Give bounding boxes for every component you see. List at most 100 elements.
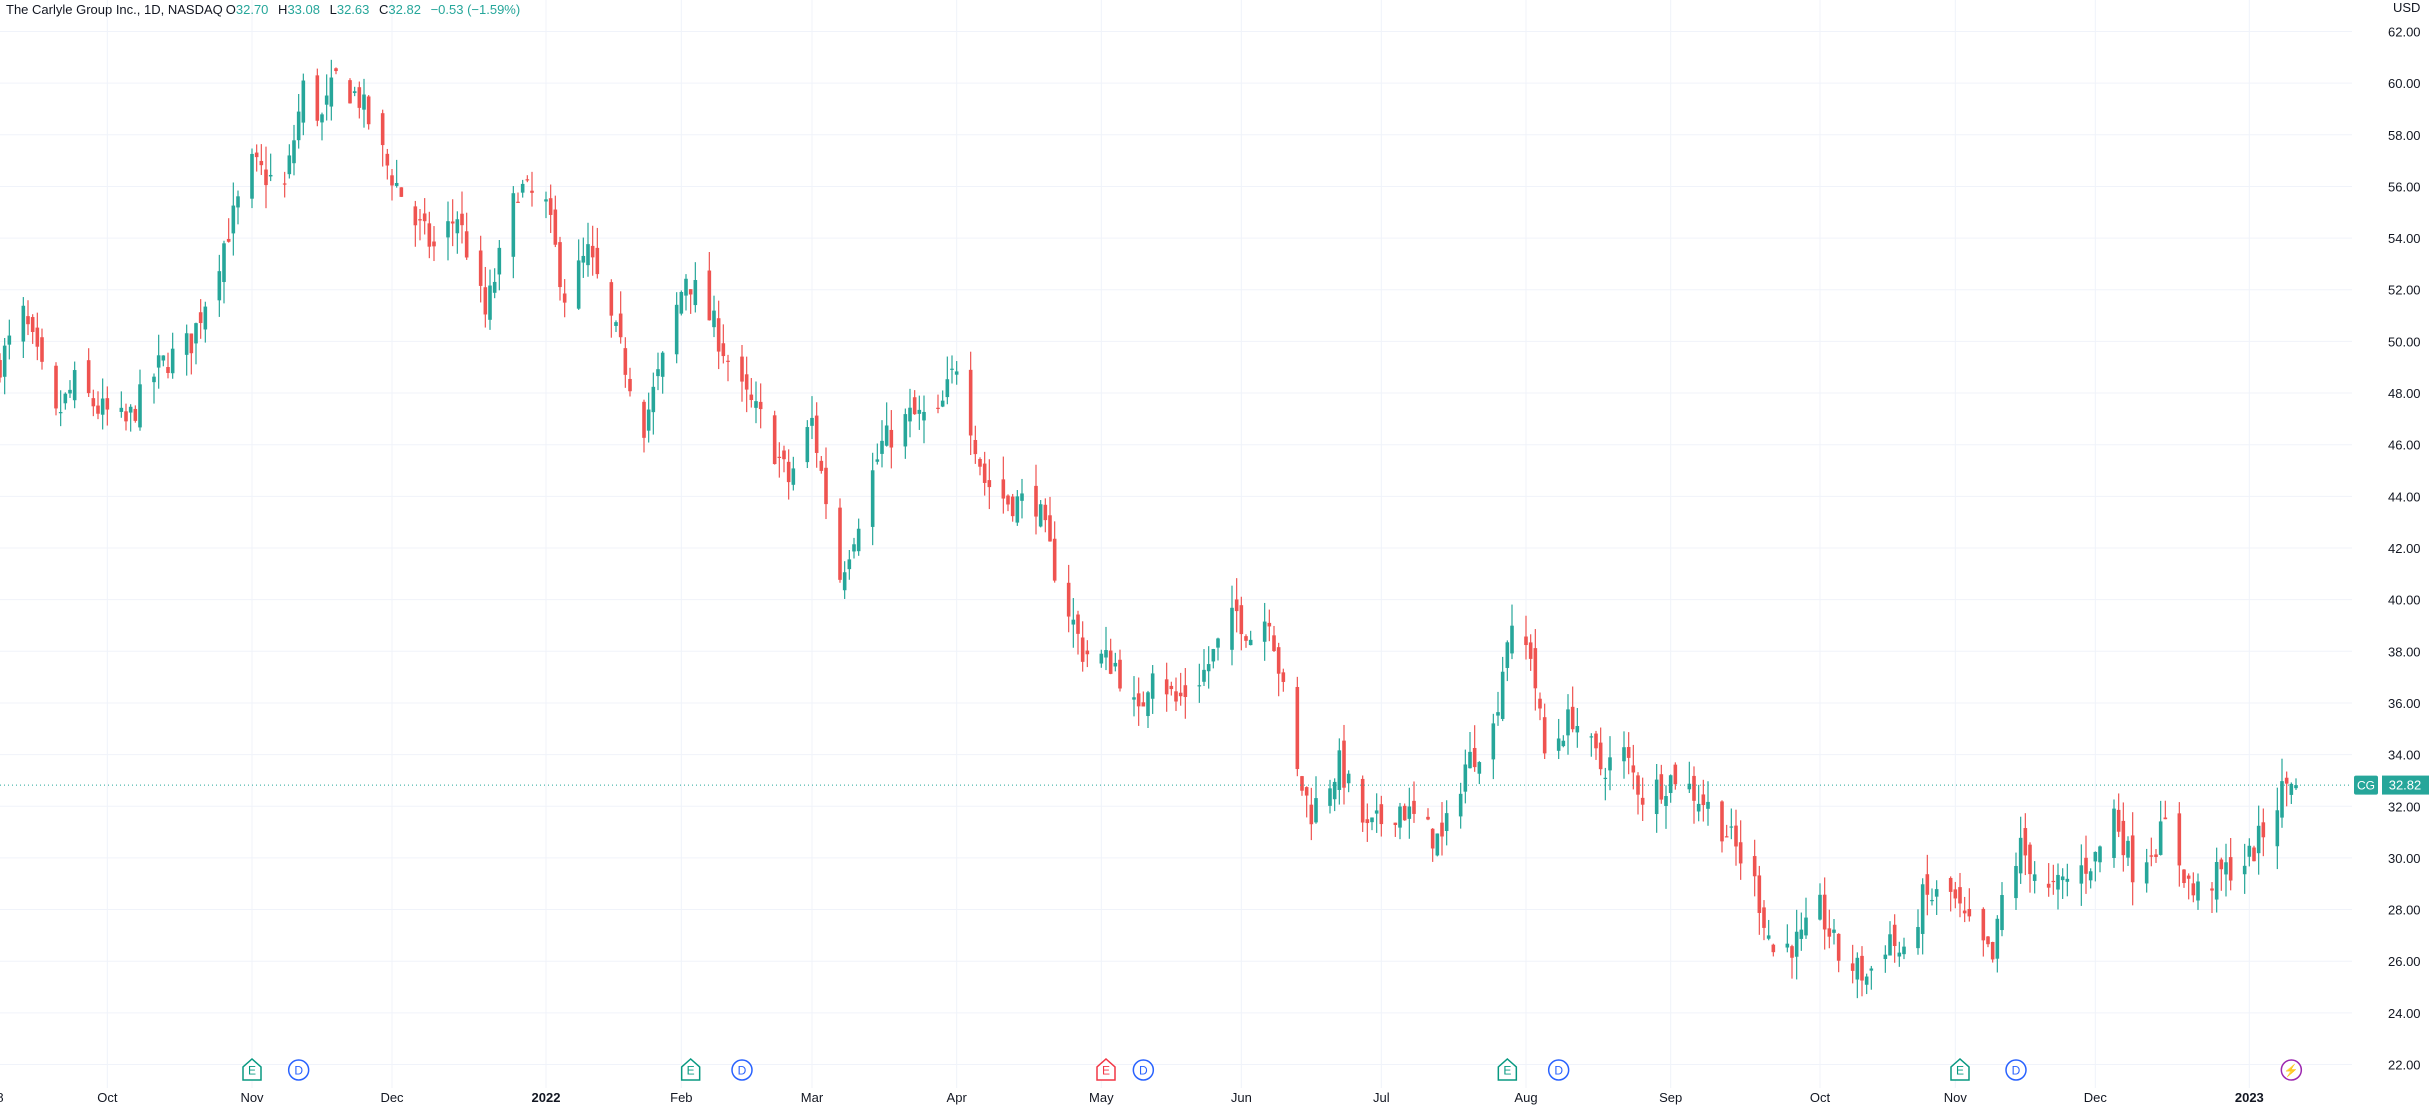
candle-body (1491, 723, 1496, 760)
price-scale[interactable]: USD 62.00 60.00 58.00 56.00 54.00 52.00 50.00 4… (2388, 0, 2421, 1073)
time-tick-label: 8 (0, 1090, 4, 1105)
candle-body (2261, 822, 2266, 838)
candle-body (1267, 622, 1272, 627)
candle-body (1244, 636, 1248, 641)
earnings-marker[interactable]: E (680, 1057, 701, 1081)
candle-body (754, 401, 758, 408)
candle-body (1869, 968, 1874, 971)
candle (1500, 656, 1505, 722)
candle (1444, 800, 1449, 846)
candle (1603, 767, 1608, 801)
candle (2023, 813, 2028, 876)
candle-body (1594, 733, 1598, 749)
dividend-marker[interactable]: D (1132, 1059, 1155, 1081)
candle-body (1272, 635, 1276, 651)
candle-body (903, 414, 908, 447)
candle-body (1524, 636, 1528, 646)
candle-body (922, 411, 926, 421)
candle-body (2088, 871, 2093, 881)
candle (1687, 761, 1692, 794)
candle (2261, 808, 2266, 857)
split-marker[interactable]: ⚡ (2280, 1059, 2303, 1081)
candle-body (1622, 747, 1626, 762)
candle (399, 187, 404, 198)
price-tick-label: 22.00 (2388, 1058, 2421, 1073)
candle-body (385, 153, 390, 166)
candle (968, 351, 973, 456)
earnings-icon (680, 1057, 701, 1081)
candle-body (1043, 504, 1048, 521)
candle (754, 381, 758, 424)
earnings-icon (1950, 1057, 1970, 1081)
candle-body (1085, 650, 1090, 655)
dividend-marker[interactable]: D (731, 1059, 753, 1081)
candle-body (2051, 880, 2056, 883)
candle-body (693, 280, 698, 306)
earnings-marker[interactable]: E (1950, 1057, 1970, 1081)
candle (1216, 637, 1220, 661)
candle (1892, 914, 1897, 963)
legend-open-value: 32.70 (235, 2, 269, 17)
candle-body (917, 409, 922, 414)
candle-body (1276, 647, 1281, 674)
candle (562, 279, 567, 318)
candle (558, 236, 562, 301)
candle-body (1925, 874, 1930, 895)
candle-body (320, 114, 324, 123)
candle-body (455, 219, 460, 234)
candle (1407, 787, 1412, 839)
dividend-marker[interactable]: D (287, 1059, 310, 1081)
candle-body (198, 312, 203, 324)
price-tick-label: 56.00 (2388, 179, 2421, 194)
candle-body (716, 318, 721, 352)
earnings-marker[interactable]: E (242, 1057, 262, 1081)
candle (1566, 694, 1570, 755)
candle (385, 148, 390, 180)
time-tick-label: Nov (240, 1090, 264, 1105)
earnings-marker[interactable]: E (1096, 1057, 1116, 1081)
time-tick-label: Dec (2084, 1090, 2108, 1105)
candle (2084, 835, 2088, 894)
candle (2098, 845, 2102, 873)
candle-body (1995, 918, 2000, 959)
candle (1888, 921, 1892, 956)
candle-body (292, 140, 296, 164)
candle-body (2056, 874, 2060, 890)
candle-body (595, 247, 600, 275)
currency-label: USD (2393, 0, 2420, 15)
candle (1374, 793, 1379, 833)
price-tick-label: 60.00 (2388, 76, 2421, 91)
candle (259, 144, 264, 175)
earnings-marker[interactable]: E (1497, 1057, 1518, 1081)
candle-body (222, 243, 226, 283)
candle-body (586, 244, 590, 266)
candle-body (1206, 664, 1211, 672)
candle (1202, 649, 1206, 687)
candle (287, 144, 292, 179)
candle-body (2149, 855, 2154, 857)
candle (133, 405, 138, 423)
legend-high-value: 33.08 (287, 2, 320, 17)
candle-body (1589, 736, 1594, 738)
candle (478, 235, 483, 303)
candle-body (1897, 952, 1902, 957)
candle (30, 314, 35, 344)
candle-body (511, 193, 516, 257)
candle-body (1603, 777, 1608, 780)
candle-body (2228, 857, 2233, 881)
candle (651, 372, 656, 435)
candle-body (744, 374, 749, 390)
candle (1799, 912, 1804, 951)
candle-body (2121, 820, 2126, 856)
candle-body (810, 417, 814, 426)
candle (1132, 676, 1136, 717)
time-scale[interactable]: 8 Oct Nov Dec 2022 Feb Mar Apr May Jun Jul Aug Sep Oc… (0, 1090, 2264, 1105)
candle (1626, 732, 1631, 775)
dividend-marker[interactable]: D (1547, 1059, 1570, 1081)
dividend-marker[interactable]: D (2005, 1059, 2027, 1081)
candle-body (1472, 747, 1477, 768)
candle (427, 211, 432, 259)
candle (231, 182, 236, 256)
candle (954, 361, 959, 385)
